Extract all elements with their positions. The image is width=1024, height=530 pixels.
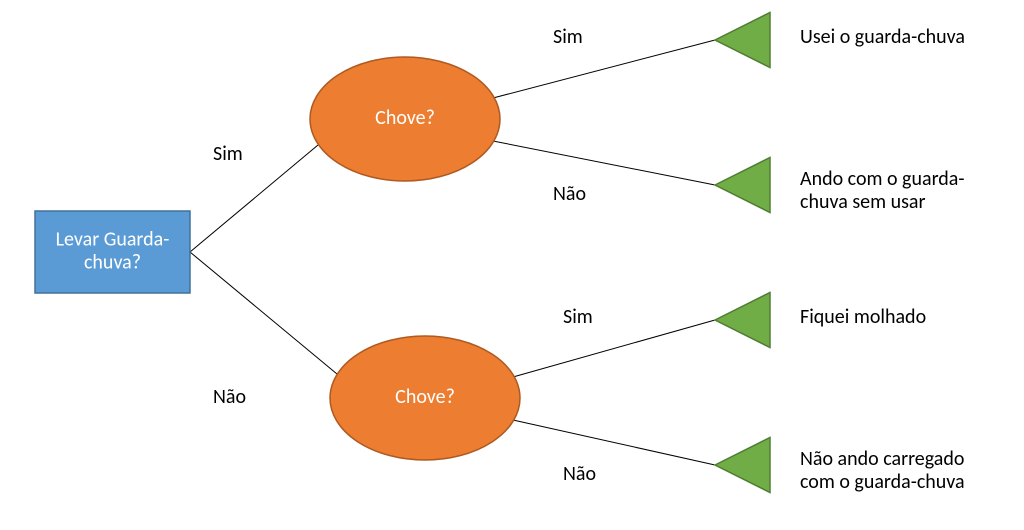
edge-line — [190, 252, 337, 374]
edge-line — [190, 145, 318, 252]
outcome-text: Usei o guarda-chuva — [800, 25, 965, 49]
outcome-text: Ando com o guarda-chuva sem usar — [800, 167, 964, 214]
outcome-line: Não ando carregado — [800, 447, 964, 471]
edge: Sim — [513, 305, 715, 377]
edge-label: Não — [553, 182, 586, 206]
edge: Não — [190, 252, 337, 409]
outcome-line: chuva sem usar — [800, 190, 925, 214]
triangle-shape — [715, 158, 770, 213]
svg-text:chuva?: chuva? — [84, 250, 141, 274]
svg-text:Chove?: Chove? — [395, 385, 455, 409]
outcomes-layer: Usei o guarda-chuva Ando com o guarda-chu… — [800, 25, 965, 494]
outcome-line: Fiquei molhado — [800, 305, 926, 329]
edge-label: Não — [213, 385, 246, 409]
edge: Não — [493, 141, 715, 206]
outcome-triangle — [715, 158, 770, 213]
edge-line — [513, 420, 715, 465]
outcome-line: Usei o guarda-chuva — [800, 25, 965, 49]
edge-label: Sim — [563, 305, 593, 329]
chance-ellipse: Chove? — [310, 57, 500, 181]
edge-label: Não — [563, 462, 596, 486]
outcome-triangle — [715, 13, 770, 68]
decision-rect: Levar Guarda-chuva? — [35, 211, 190, 293]
edge-label: Sim — [553, 25, 583, 49]
edge-line — [493, 40, 715, 98]
edge-line — [513, 320, 715, 377]
outcome-text: Não ando carregadocom o guarda-chuva — [800, 447, 965, 494]
outcome-text: Fiquei molhado — [800, 305, 926, 329]
edge: Sim — [493, 25, 715, 98]
outcome-triangle — [715, 293, 770, 348]
nodes-layer: Levar Guarda-chuva? Chove? Chove? — [35, 13, 770, 493]
triangle-shape — [715, 13, 770, 68]
svg-text:Chove?: Chove? — [375, 106, 435, 130]
edge-line — [493, 141, 715, 185]
edge: Não — [513, 420, 715, 486]
outcome-line: com o guarda-chuva — [800, 470, 965, 494]
triangle-shape — [715, 293, 770, 348]
svg-text:Levar Guarda-: Levar Guarda- — [56, 227, 170, 251]
outcome-triangle — [715, 438, 770, 493]
triangle-shape — [715, 438, 770, 493]
outcome-line: Ando com o guarda- — [800, 167, 964, 191]
chance-ellipse: Chove? — [330, 336, 520, 460]
edge-label: Sim — [213, 142, 243, 166]
edge: Sim — [190, 142, 318, 252]
